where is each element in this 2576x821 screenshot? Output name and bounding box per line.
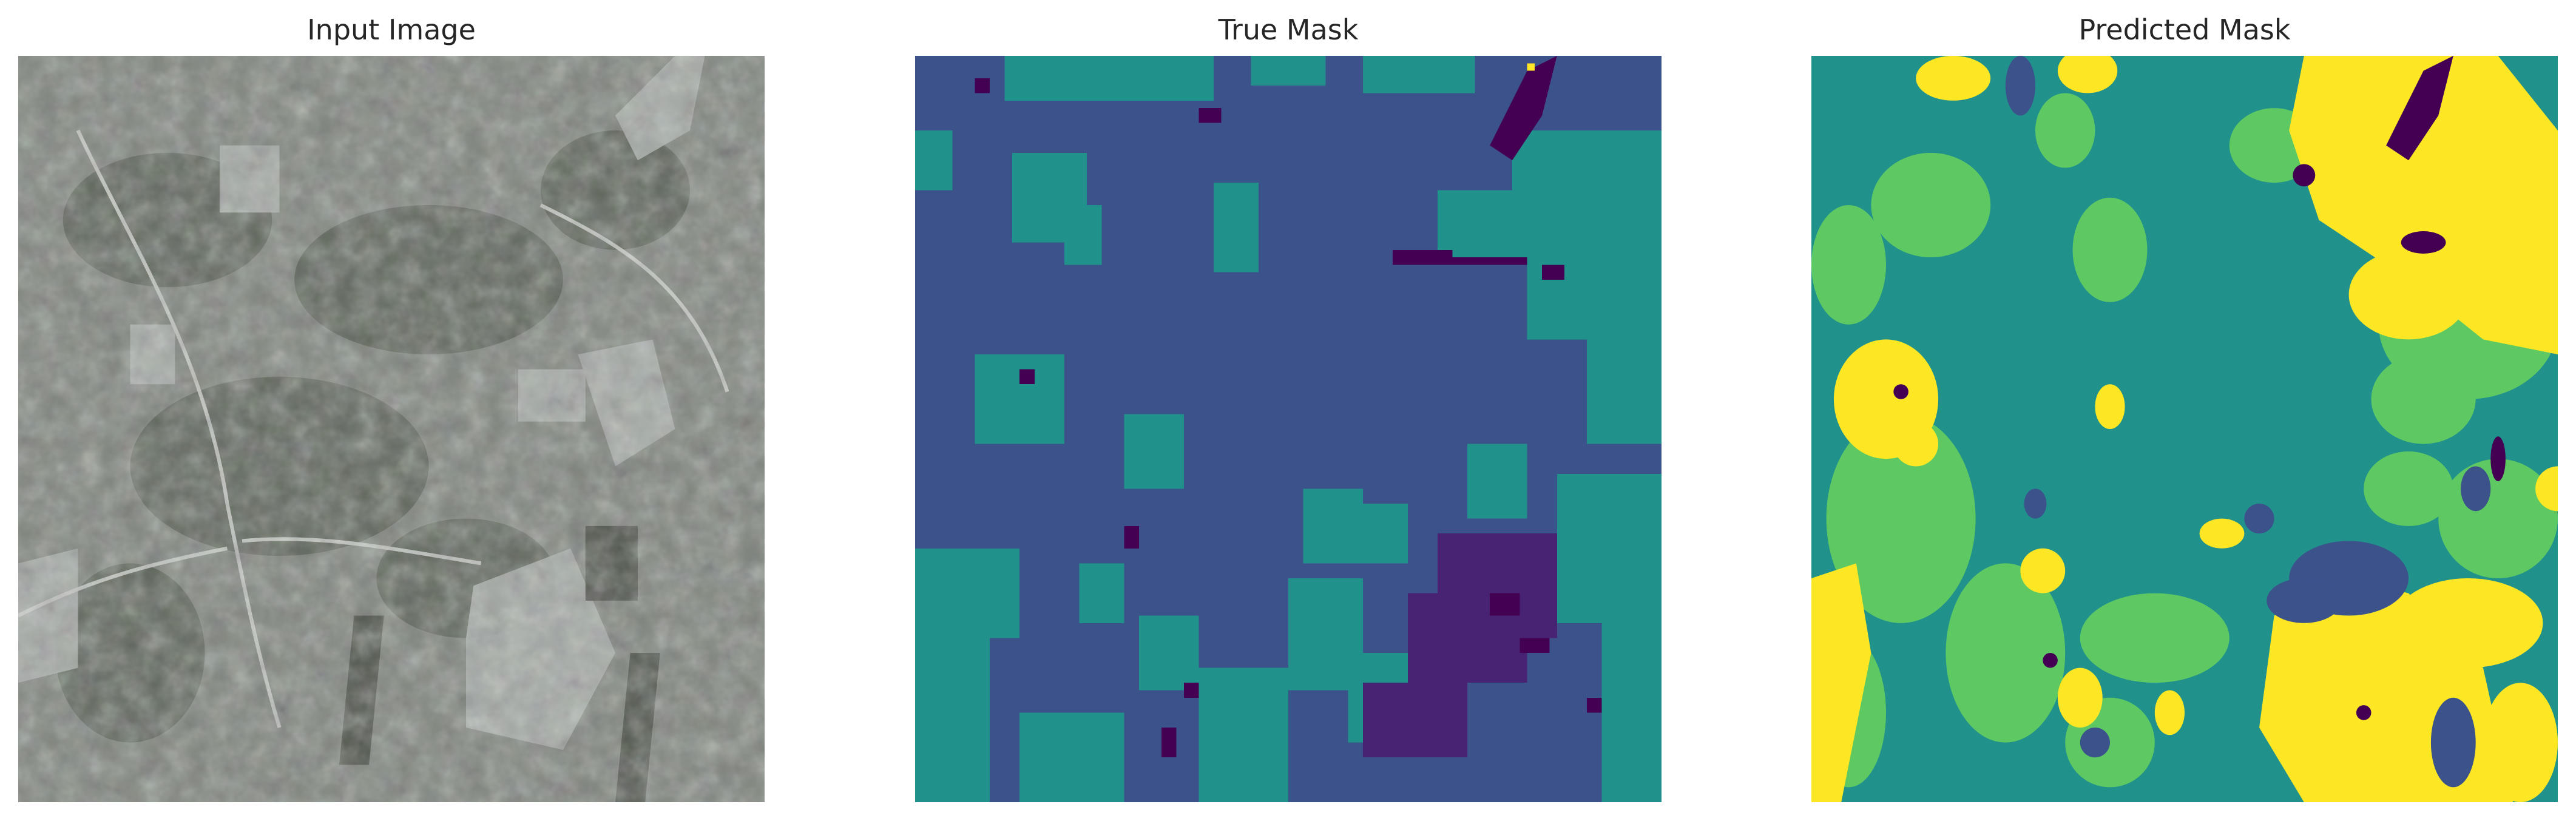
true-mask [915, 56, 1662, 802]
predicted-mask [1811, 56, 2558, 802]
predicted-mask-image [1811, 56, 2558, 802]
input-image-title: Input Image [307, 13, 476, 46]
predicted-mask-title: Predicted Mask [2078, 13, 2291, 46]
input-image [18, 56, 765, 802]
aerial-photo [18, 56, 765, 802]
true-mask-title: True Mask [1218, 13, 1359, 46]
input-image-panel: Input Image [18, 0, 765, 821]
predicted-mask-panel: Predicted Mask [1811, 0, 2558, 821]
true-mask-image [915, 56, 1662, 802]
true-mask-panel: True Mask [915, 0, 1662, 821]
